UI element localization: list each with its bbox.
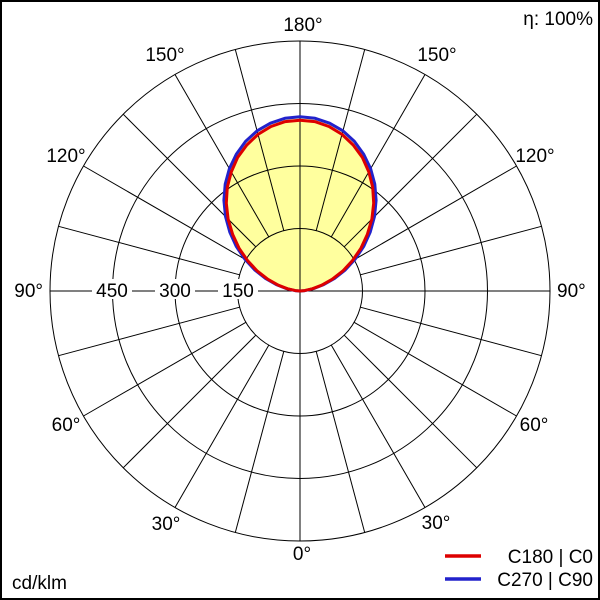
gamma-label-150-left: 150° — [145, 45, 184, 66]
scale-label-300: 300 — [159, 281, 191, 302]
gamma-label-90-left: 90° — [14, 281, 43, 302]
gamma-label-90-right: 90° — [557, 281, 586, 302]
gamma-label-150-right: 150° — [417, 45, 456, 66]
angle-spoke-225 — [122, 334, 257, 469]
angle-spoke-15 — [315, 49, 366, 231]
scale-label-150: 150 — [222, 281, 254, 302]
angle-spoke-300 — [83, 165, 247, 261]
angle-spoke-150 — [330, 344, 426, 508]
curve-c180-c0 — [224, 118, 376, 293]
legend-label-c180-c0: C180 | C0 — [508, 547, 593, 568]
angle-spoke-345 — [234, 49, 285, 231]
angle-spoke-285 — [58, 225, 240, 276]
curve-strokes — [222, 115, 378, 293]
angle-spoke-255 — [58, 306, 240, 357]
units-label: cd/klm — [12, 573, 67, 594]
angle-spoke-45 — [343, 113, 478, 248]
angle-spoke-210 — [174, 344, 270, 508]
gamma-label-30-right: 30° — [422, 513, 451, 534]
legend: C180 | C0 C270 | C90 — [445, 547, 593, 591]
scale-label-bg-150 — [218, 279, 258, 299]
radial-scale-labels: 450 300 150 — [92, 279, 258, 302]
legend-label-c270-c90: C270 | C90 — [497, 570, 593, 591]
angle-spoke-105 — [360, 306, 542, 357]
gamma-label-120-left: 120° — [46, 146, 85, 167]
gamma-label-60-left: 60° — [52, 415, 81, 436]
angle-spoke-315 — [122, 113, 257, 248]
angle-spoke-30 — [330, 74, 426, 238]
angle-spoke-330 — [174, 74, 270, 238]
efficiency-label: η: 100% — [523, 9, 593, 30]
gamma-label-60-right: 60° — [520, 415, 549, 436]
angle-spoke-165 — [315, 351, 366, 533]
gamma-label-120-right: 120° — [515, 146, 554, 167]
angle-spoke-240 — [83, 321, 247, 417]
angle-spoke-120 — [353, 321, 517, 417]
angle-spoke-135 — [343, 334, 478, 469]
scale-label-450: 450 — [96, 281, 128, 302]
gamma-label-30-left: 30° — [152, 514, 181, 535]
angle-spoke-75 — [360, 225, 542, 276]
angle-spoke-60 — [353, 165, 517, 261]
angle-labels: 180° 150° 150° 120° 120° 90° 90° 60° 60°… — [14, 15, 585, 565]
gamma-label-0: 0° — [293, 544, 311, 565]
angle-spoke-195 — [234, 351, 285, 533]
scale-label-bg-300 — [155, 279, 195, 299]
scale-label-bg-450 — [92, 279, 132, 299]
gamma-label-180: 180° — [283, 15, 322, 36]
